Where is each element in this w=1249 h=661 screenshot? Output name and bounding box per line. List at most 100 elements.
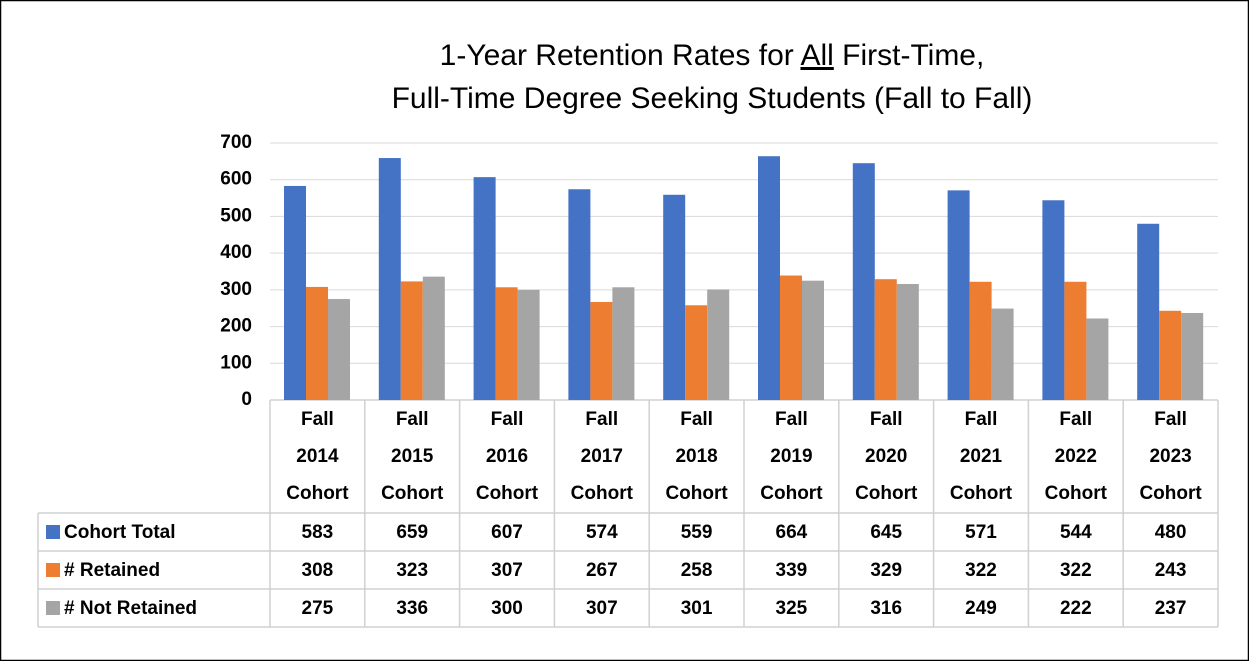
y-tick-label: 700 bbox=[220, 132, 252, 153]
label-line: 2016 bbox=[486, 446, 528, 467]
x-tick-label: Fall 2017 Cohort bbox=[571, 409, 634, 504]
table-value: 322 bbox=[1060, 560, 1092, 581]
bar bbox=[422, 276, 445, 400]
label-line: Cohort bbox=[665, 483, 728, 504]
bar bbox=[663, 194, 686, 400]
label-line: Fall bbox=[491, 409, 524, 430]
bar bbox=[1064, 281, 1087, 400]
table-value: 322 bbox=[965, 560, 997, 581]
x-tick-label: Fall 2014 Cohort bbox=[286, 409, 349, 504]
label-line: Fall bbox=[965, 409, 998, 430]
label-line: Fall bbox=[301, 409, 334, 430]
bar bbox=[874, 279, 897, 400]
bar bbox=[400, 281, 423, 400]
bar bbox=[969, 281, 992, 400]
x-tick-label: Fall 2022 Cohort bbox=[1045, 409, 1108, 504]
bar bbox=[852, 163, 875, 400]
label-line: 2020 bbox=[865, 446, 907, 467]
title-part: 1-Year Retention Rates for bbox=[440, 39, 801, 72]
label-line: 2014 bbox=[296, 446, 339, 467]
legend-label: # Retained bbox=[64, 560, 160, 581]
bar bbox=[612, 287, 635, 400]
bar bbox=[1042, 200, 1065, 400]
table-value: 645 bbox=[870, 522, 902, 543]
x-tick-label: Fall 2023 Cohort bbox=[1139, 409, 1202, 504]
label-line: Cohort bbox=[760, 483, 823, 504]
bar bbox=[802, 280, 824, 400]
x-tick-label: Fall 2021 Cohort bbox=[950, 409, 1013, 504]
legend-swatch bbox=[46, 601, 60, 615]
y-tick-label: 500 bbox=[220, 205, 252, 226]
bar bbox=[495, 287, 518, 400]
table-value: 323 bbox=[396, 560, 428, 581]
label-line: Fall bbox=[396, 409, 429, 430]
label-line: Cohort bbox=[571, 483, 634, 504]
label-line: Fall bbox=[1059, 409, 1092, 430]
label-line: Cohort bbox=[1045, 483, 1108, 504]
table-value: 336 bbox=[396, 598, 428, 619]
bar bbox=[685, 305, 708, 400]
table-value: 267 bbox=[586, 560, 618, 581]
label-line: Cohort bbox=[476, 483, 539, 504]
label-line: 2022 bbox=[1055, 446, 1097, 467]
bar bbox=[473, 177, 496, 400]
chart-title: Full-Time Degree Seeking Students (Fall … bbox=[392, 82, 1033, 115]
table-value: 307 bbox=[586, 598, 618, 619]
y-tick-label: 400 bbox=[220, 242, 252, 263]
chart-title: 1-Year Retention Rates for All First-Tim… bbox=[440, 39, 985, 72]
bar bbox=[707, 289, 730, 400]
x-tick-label: Fall 2019 Cohort bbox=[760, 409, 823, 504]
x-tick-label: Fall 2016 Cohort bbox=[476, 409, 539, 504]
bar bbox=[284, 185, 306, 400]
bar bbox=[517, 289, 540, 400]
bar bbox=[1086, 318, 1109, 400]
legend-label: # Not Retained bbox=[64, 598, 197, 619]
bar bbox=[947, 190, 970, 400]
label-line: Cohort bbox=[950, 483, 1013, 504]
bar bbox=[991, 308, 1014, 400]
label-line: Cohort bbox=[381, 483, 444, 504]
y-tick-label: 200 bbox=[220, 316, 252, 337]
table-value: 316 bbox=[870, 598, 902, 619]
table-value: 301 bbox=[681, 598, 713, 619]
bar bbox=[780, 275, 802, 400]
legend-label: Cohort Total bbox=[64, 522, 176, 543]
table-value: 559 bbox=[681, 522, 713, 543]
bar bbox=[328, 299, 350, 400]
label-line: Fall bbox=[1154, 409, 1187, 430]
bar bbox=[1137, 223, 1160, 400]
table-value: 222 bbox=[1060, 598, 1092, 619]
y-tick-label: 600 bbox=[220, 169, 252, 190]
table-value: 664 bbox=[776, 522, 808, 543]
x-tick-label: Fall 2020 Cohort bbox=[855, 409, 918, 504]
table-value: 325 bbox=[776, 598, 808, 619]
table-value: 574 bbox=[586, 522, 618, 543]
table-value: 300 bbox=[491, 598, 523, 619]
table-value: 659 bbox=[396, 522, 428, 543]
label-line: Cohort bbox=[1139, 483, 1202, 504]
label-line: 2015 bbox=[391, 446, 434, 467]
title-part: All bbox=[800, 39, 833, 72]
bar bbox=[568, 189, 591, 400]
table-value: 329 bbox=[870, 560, 902, 581]
bar bbox=[1181, 312, 1204, 400]
label-line: Fall bbox=[870, 409, 903, 430]
bar bbox=[378, 158, 401, 400]
table-value: 308 bbox=[302, 560, 334, 581]
x-tick-label: Fall 2018 Cohort bbox=[665, 409, 728, 504]
label-line: 2018 bbox=[675, 446, 717, 467]
table-value: 307 bbox=[491, 560, 523, 581]
legend-swatch bbox=[46, 525, 60, 539]
label-line: 2017 bbox=[581, 446, 623, 467]
table-value: 275 bbox=[302, 598, 334, 619]
label-line: Fall bbox=[680, 409, 713, 430]
table-value: 237 bbox=[1155, 598, 1187, 619]
label-line: Fall bbox=[775, 409, 808, 430]
label-line: 2019 bbox=[770, 446, 812, 467]
table-value: 249 bbox=[965, 598, 997, 619]
bar bbox=[1159, 310, 1182, 400]
bar bbox=[758, 156, 780, 400]
table-value: 583 bbox=[302, 522, 334, 543]
